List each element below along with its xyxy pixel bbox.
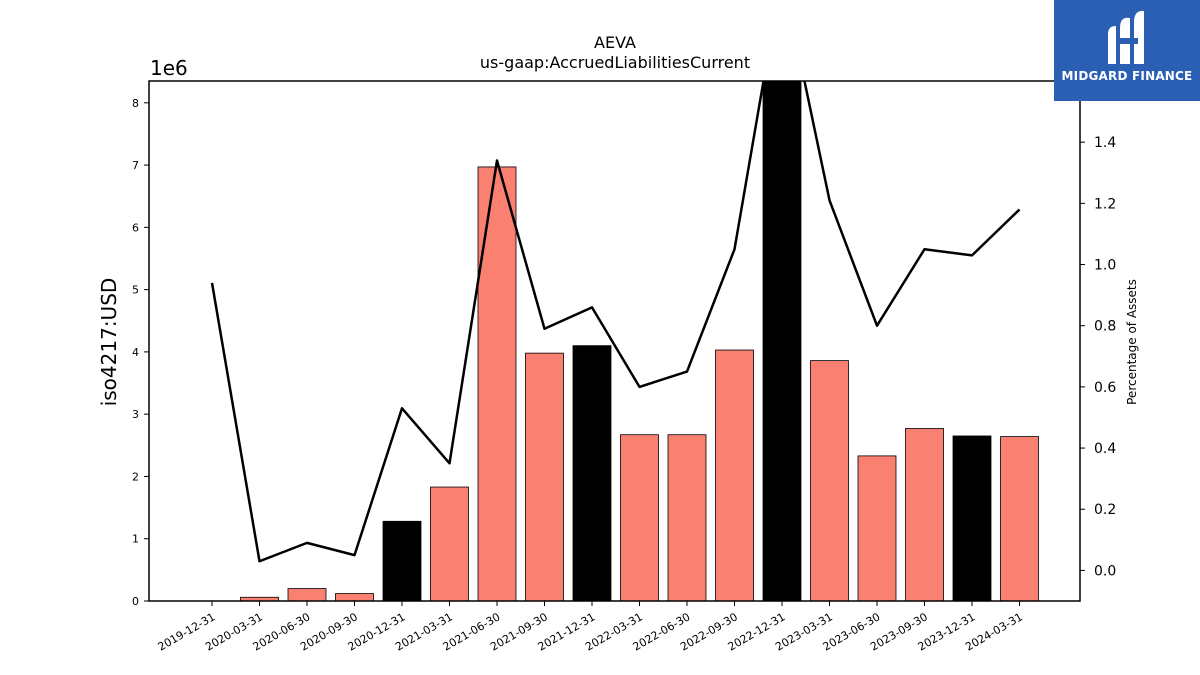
y-tick-label: 7 xyxy=(132,159,139,172)
bar-2020-12-31 xyxy=(382,520,422,601)
y-right-tick-label: 0.6 xyxy=(1094,380,1116,396)
y-tick-label: 6 xyxy=(132,221,139,234)
y-tick-label: 0 xyxy=(132,595,139,608)
y-right-tick-label: 1.2 xyxy=(1094,196,1116,212)
bar-2021-03-31 xyxy=(430,486,469,601)
y-tick-label: 1 xyxy=(132,533,139,546)
y-right-tick-label: 0.0 xyxy=(1094,563,1116,579)
y-right-tick-label: 0.8 xyxy=(1094,319,1116,335)
bar-2023-09-30 xyxy=(905,428,944,601)
y-offset-label: 1e6 xyxy=(150,56,188,80)
logo-text: MIDGARD FINANCE xyxy=(1061,69,1193,83)
y-right-tick-label: 0.2 xyxy=(1094,502,1116,518)
y-right-tick-label: 1.0 xyxy=(1094,258,1116,274)
y-tick-label: 5 xyxy=(132,284,139,297)
y-right-tick-label: 1.4 xyxy=(1094,135,1116,151)
chart-title: AEVA xyxy=(594,33,636,52)
percentage-line xyxy=(210,81,1021,563)
bar-2020-03-31 xyxy=(240,596,279,601)
bar-2023-03-31 xyxy=(810,360,849,601)
bar-2021-09-30 xyxy=(525,352,564,601)
bar-2023-06-30 xyxy=(857,455,897,601)
chart-subtitle: us-gaap:AccruedLiabilitiesCurrent xyxy=(480,53,750,72)
y-axis-label: iso4217:USD xyxy=(97,278,121,407)
line-series xyxy=(210,81,1021,563)
y-tick-label: 8 xyxy=(132,97,139,110)
x-axis: 2019-12-312020-03-312020-06-302020-09-30… xyxy=(156,601,1025,654)
y-right-tick-label: 0.4 xyxy=(1094,441,1116,457)
bar-2023-12-31 xyxy=(952,435,992,601)
bar-series xyxy=(240,81,1039,601)
midgard-finance-logo: MIDGARD FINANCE xyxy=(1054,0,1200,101)
bar-2021-12-31 xyxy=(572,345,612,601)
bar-2022-09-30 xyxy=(715,349,754,601)
bar-2020-06-30 xyxy=(287,588,327,601)
bar-2022-03-31 xyxy=(620,434,659,601)
y-axis-label-right: Percentage of Assets xyxy=(1125,279,1139,405)
bar-2024-03-31 xyxy=(1000,436,1039,601)
y-tick-label: 4 xyxy=(132,346,139,359)
bar-2020-09-30 xyxy=(335,593,374,601)
y-axis-right: 0.0 0.2 0.4 0.6 0.8 1.0 1.2 1.4 xyxy=(1080,135,1116,579)
y-tick-label: 3 xyxy=(132,408,139,421)
y-axis-left: 0 1 2 3 4 5 6 7 8 xyxy=(132,97,149,608)
bar-2022-06-30 xyxy=(667,434,707,601)
plot-frame xyxy=(148,80,1081,602)
bar-2022-12-31 xyxy=(762,81,802,601)
y-tick-label: 2 xyxy=(132,470,139,483)
bar-2021-06-30 xyxy=(477,166,517,601)
midgard-logo-icon xyxy=(1108,10,1144,64)
